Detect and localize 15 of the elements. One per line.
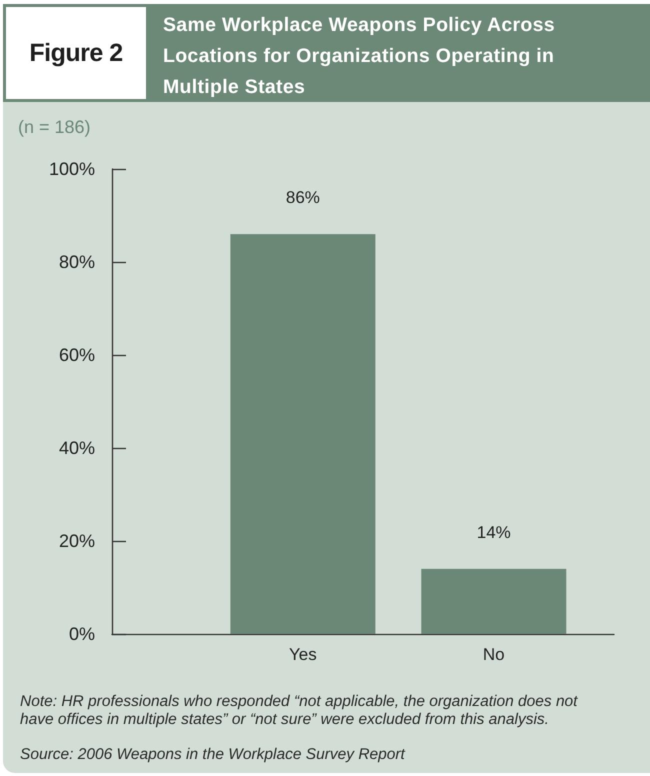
y-tick-label: 100% — [48, 159, 95, 179]
y-tick-label: 60% — [58, 345, 95, 365]
caption: Figure 2 — [29, 38, 123, 68]
text: Note: HR professionals who responded “not applicable, the organization does not have offices in multiple states” or “not sure” were excluded from this analysis. — [20, 693, 579, 729]
y-tick-label: 0% — [68, 624, 95, 644]
data-label: 14% — [476, 522, 511, 542]
y-tick-label: 80% — [58, 252, 95, 272]
chart-title: Same Workplace Weapons Policy Across Locations for Organizations Operating in Multiple States — [163, 13, 556, 100]
data-label: 86% — [286, 188, 320, 208]
y-tick-label: 40% — [58, 438, 95, 458]
x-tick-label: Yes — [289, 645, 317, 664]
source-note: Source: 2006 Weapons in the Workplace Survey Report — [20, 746, 406, 764]
x-tick-label: No — [482, 645, 505, 664]
chart-subtitle: (n = 186) — [18, 117, 91, 138]
y-tick-label: 20% — [58, 531, 95, 551]
